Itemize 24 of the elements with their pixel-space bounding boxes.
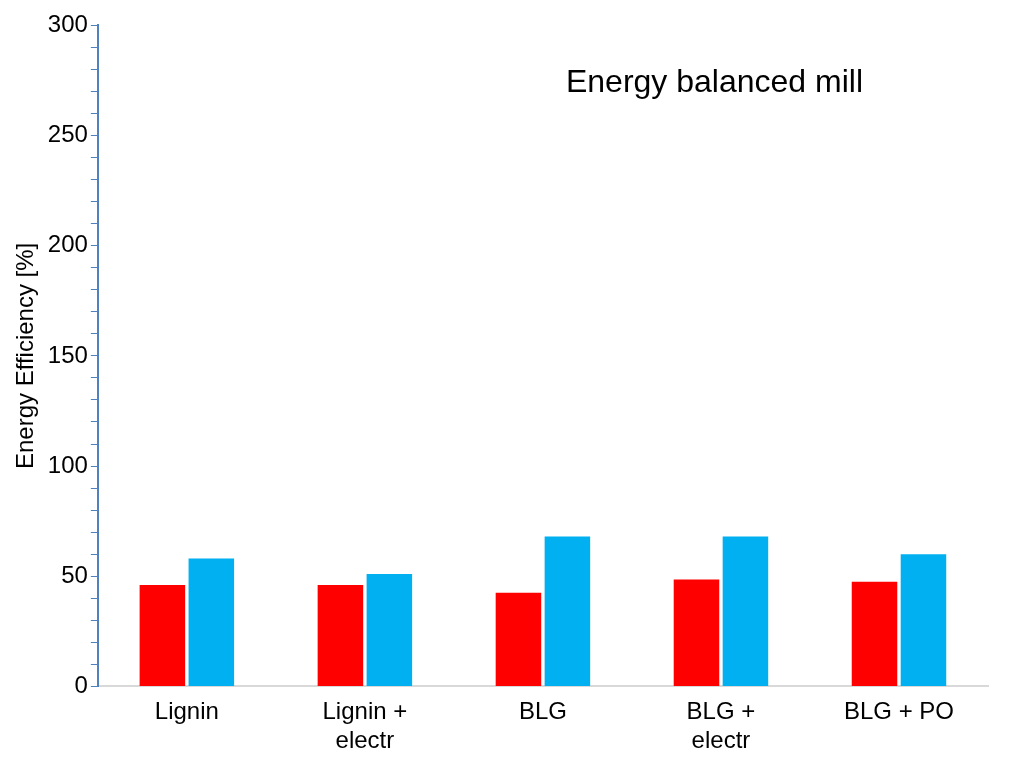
- bar: [139, 585, 186, 686]
- bar: [495, 592, 542, 686]
- y-tick-label: 300: [47, 10, 88, 38]
- annotation: Energy balanced mill: [565, 63, 863, 100]
- x-tick-label: Lignin: [154, 697, 219, 725]
- bar: [366, 574, 413, 686]
- x-tick-label: BLG + PO: [843, 697, 955, 725]
- x-tick-label: BLG + electr: [686, 697, 756, 754]
- y-tick-label: 0: [74, 671, 88, 699]
- y-tick-label: 50: [61, 560, 88, 588]
- bar: [900, 554, 947, 686]
- bar: [544, 536, 591, 686]
- y-tick-label: 150: [47, 340, 88, 368]
- y-tick-label: 200: [47, 230, 88, 258]
- y-axis-title: Energy Efficiency [%]: [11, 242, 39, 470]
- bar: [317, 585, 364, 686]
- bar: [673, 579, 720, 686]
- y-tick-label: 250: [47, 120, 88, 148]
- bar: [722, 536, 769, 686]
- y-tick-label: 100: [47, 450, 88, 478]
- bar: [188, 558, 235, 686]
- x-tick-label: BLG: [518, 697, 567, 725]
- bar: [851, 581, 898, 686]
- x-tick-label: Lignin + electr: [322, 697, 408, 754]
